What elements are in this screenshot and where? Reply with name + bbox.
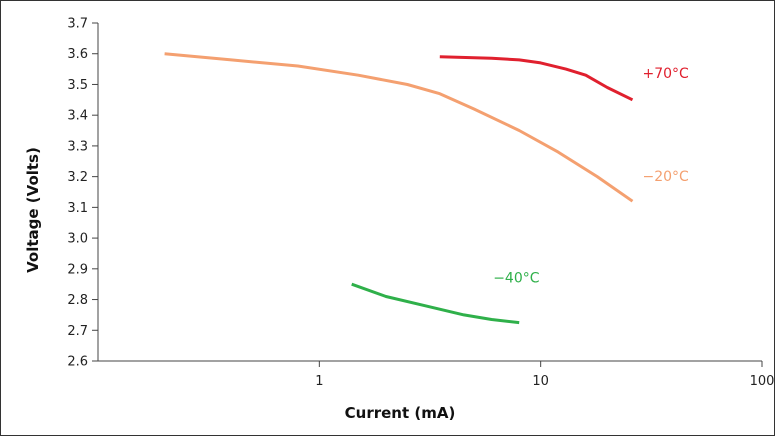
series-layer: +70°C −20°C −40°C xyxy=(164,52,690,325)
y-tick-label: 3.4 xyxy=(67,109,88,124)
y-axis: 2.6 2.7 2.8 2.9 3.0 3.1 3.2 3.3 3.4 3.5 3.6 3.7 xyxy=(67,17,99,370)
x-axis: 1 10 100 xyxy=(98,360,774,389)
y-tick-label: 3.7 xyxy=(67,17,88,32)
y-tick-label: 2.6 xyxy=(67,355,88,370)
y-tick-label: 2.7 xyxy=(67,324,88,339)
series-line-2 xyxy=(164,52,634,203)
x-tick-label: 1 xyxy=(315,374,323,389)
series-label-2: −20°C xyxy=(643,169,690,185)
y-tick-label: 3.3 xyxy=(67,139,88,154)
y-axis-title: Voltage (Volts) xyxy=(24,147,42,273)
y-tick-label: 3.5 xyxy=(67,78,88,93)
y-tick-label: 3.2 xyxy=(67,170,88,185)
y-tick-label: 3.1 xyxy=(67,201,88,216)
x-ticks: 1 10 100 xyxy=(315,361,774,389)
series-line-1 xyxy=(439,55,634,102)
y-ticks: 2.6 2.7 2.8 2.9 3.0 3.1 3.2 3.3 3.4 3.5 3.6 3.7 xyxy=(67,17,98,370)
series-line-3 xyxy=(351,282,520,325)
x-tick-label: 10 xyxy=(532,374,549,389)
series-label-1: +70°C xyxy=(643,66,690,82)
y-tick-label: 3.0 xyxy=(67,232,88,247)
y-tick-label: 2.9 xyxy=(67,262,88,277)
y-tick-label: 2.8 xyxy=(67,293,88,308)
x-axis-title: Current (mA) xyxy=(345,404,456,422)
series-label-3: −40°C xyxy=(493,271,540,287)
y-tick-label: 3.6 xyxy=(67,47,88,62)
x-tick-label: 100 xyxy=(750,374,775,389)
